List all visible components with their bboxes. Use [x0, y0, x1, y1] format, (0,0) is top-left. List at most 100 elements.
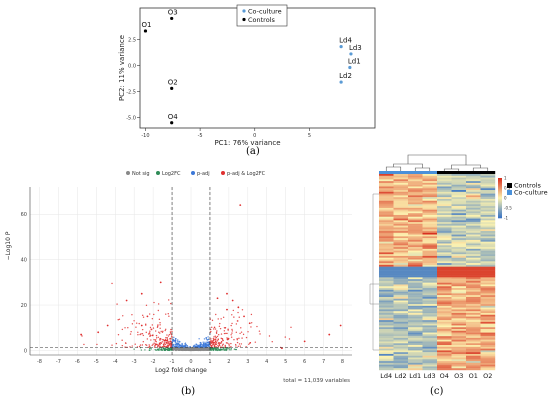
heatmap-cell: [422, 309, 438, 312]
heatmap-cell: [422, 184, 438, 187]
volcano-point: [159, 332, 161, 334]
volcano-point: [96, 343, 98, 346]
volcano-point: [224, 344, 226, 347]
color-scale-step: [498, 202, 502, 204]
heatmap-cell: [379, 353, 394, 356]
volcano-point: [222, 316, 225, 319]
heatmap-cell: [466, 336, 481, 339]
heatmap-cell: [408, 186, 423, 189]
volcano-x-tick-label: 7: [322, 359, 325, 365]
heatmap-cell: [437, 327, 452, 330]
volcano-point: [217, 334, 220, 336]
heatmap-cell: [437, 231, 452, 233]
heatmap-cell: [437, 181, 452, 184]
volcano-point: [220, 348, 223, 351]
volcano-point: [145, 323, 147, 325]
heatmap-cell: [393, 309, 409, 312]
heatmap-cell: [408, 193, 423, 196]
heatmap-cell: [379, 298, 394, 301]
heatmap-cell: [437, 182, 452, 185]
volcano-point: [140, 349, 143, 351]
heatmap-cell: [451, 295, 467, 298]
heatmap-cell: [393, 273, 409, 276]
volcano-point: [137, 331, 139, 334]
volcano-point: [222, 339, 224, 341]
pca-legend-label: Controls: [248, 16, 275, 24]
color-scale-step: [498, 215, 502, 217]
heatmap-cell: [480, 243, 496, 246]
heatmap-cell: [451, 252, 467, 255]
heatmap-cell: [466, 266, 481, 269]
heatmap-cell: [393, 255, 409, 258]
heatmap-cell: [408, 259, 423, 262]
heatmap-cell: [393, 193, 409, 196]
heatmap-cell: [422, 236, 438, 239]
heatmap-cell: [437, 350, 452, 353]
heatmap-cell: [408, 309, 423, 312]
heatmap-cell: [379, 284, 394, 287]
heatmap-cell: [437, 204, 452, 207]
heatmap-cell: [451, 179, 467, 182]
heatmap-cell: [437, 293, 452, 296]
volcano-point: [154, 340, 156, 342]
heatmap-cell: [379, 332, 394, 335]
volcano-point: [127, 327, 129, 329]
heatmap-cell: [480, 320, 496, 323]
heatmap-cell: [480, 207, 496, 210]
heatmap-cell: [466, 362, 481, 365]
volcano-point: [152, 327, 155, 329]
heatmap-cell: [480, 332, 496, 335]
heatmap-cell: [393, 247, 409, 250]
heatmap-cell: [451, 323, 467, 326]
heatmap-cell: [451, 259, 467, 262]
heatmap-cell: [422, 359, 438, 362]
heatmap-cell: [422, 325, 438, 328]
heatmap-cell: [422, 355, 438, 358]
heatmap-cell: [379, 202, 394, 205]
color-scale-step: [498, 189, 502, 191]
heatmap-cell: [451, 320, 467, 323]
heatmap-cell: [480, 252, 496, 255]
heatmap-cell: [451, 334, 467, 337]
volcano-point: [158, 349, 161, 351]
volcano-highlight-point: [216, 297, 219, 300]
volcano-highlight-point: [226, 292, 228, 295]
volcano-point: [147, 333, 150, 335]
heatmap-cell: [466, 355, 481, 358]
heatmap-cell: [379, 361, 394, 364]
volcano-point: [216, 340, 219, 342]
heatmap-cell: [437, 323, 452, 326]
volcano-point: [168, 349, 170, 352]
heatmap-cell: [408, 225, 423, 228]
heatmap-cell: [437, 311, 452, 314]
heatmap-cell: [408, 359, 423, 362]
volcano-point: [271, 341, 273, 343]
pca-point: [348, 65, 352, 70]
heatmap-cell: [437, 191, 452, 194]
heatmap-cell: [437, 179, 452, 182]
heatmap-cell: [451, 325, 467, 328]
heatmap-cell: [466, 213, 481, 216]
heatmap-cell: [393, 190, 409, 193]
heatmap-group-bar-cell: [451, 171, 467, 174]
heatmap-cell: [480, 214, 496, 217]
heatmap-cell: [408, 352, 423, 355]
volcano-point: [220, 341, 223, 343]
heatmap-cell: [466, 188, 481, 191]
volcano-point: [210, 338, 212, 340]
dendrogram-branch: [372, 193, 379, 351]
heatmap-cell: [393, 334, 409, 337]
heatmap-cell: [393, 214, 409, 217]
heatmap-cell: [379, 275, 394, 278]
heatmap-cell: [422, 218, 438, 221]
volcano-point: [220, 342, 222, 344]
heatmap-cell: [480, 174, 496, 176]
volcano-point: [205, 337, 207, 339]
volcano-point: [134, 343, 136, 345]
heatmap-cell: [422, 254, 438, 257]
volcano-point: [167, 345, 170, 347]
volcano-point: [247, 331, 249, 333]
heatmap-cell: [466, 174, 481, 176]
heatmap-cell: [408, 327, 423, 330]
volcano-point: [146, 338, 149, 340]
